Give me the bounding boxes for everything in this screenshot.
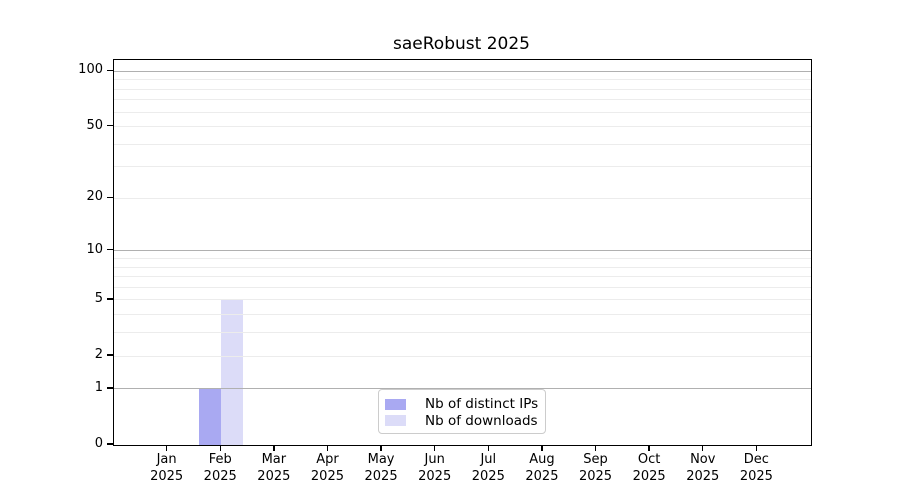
y-tick-label-100: 100 xyxy=(78,62,103,78)
y-tick-label-2: 2 xyxy=(94,347,103,363)
gridline-y-3 xyxy=(114,332,811,334)
legend-entry-downloads: Nb of downloads xyxy=(385,412,538,430)
y-tick-mark-2 xyxy=(107,354,113,356)
gridline-y-7 xyxy=(114,276,811,278)
gridline-y-100 xyxy=(114,70,811,72)
gridline-y-80 xyxy=(114,88,811,90)
x-tick-mark-sep xyxy=(594,445,597,452)
gridline-y-10 xyxy=(114,250,811,252)
legend-swatch-distinct-ips xyxy=(385,398,406,410)
gridline-y-9 xyxy=(114,258,811,259)
y-tick-mark-20 xyxy=(107,196,113,199)
legend-label-distinct-ips: Nb of distinct IPs xyxy=(425,396,539,413)
x-tick-label-apr: Apr 2025 xyxy=(310,452,344,484)
gridline-y-2 xyxy=(114,355,811,357)
y-tick-label-5: 5 xyxy=(94,290,103,306)
x-tick-label-aug: Aug 2025 xyxy=(525,452,559,484)
y-tick-mark-1 xyxy=(107,387,113,389)
x-tick-mark-mar xyxy=(273,445,275,452)
plot-area: Nb of distinct IPs Nb of downloads xyxy=(113,59,812,446)
x-tick-mark-feb xyxy=(219,445,221,452)
y-tick-mark-0 xyxy=(107,443,113,445)
x-tick-mark-may xyxy=(380,445,382,452)
gridline-y-40 xyxy=(114,143,811,145)
x-tick-mark-jul xyxy=(487,445,489,452)
y-tick-mark-5 xyxy=(107,298,113,300)
x-tick-mark-apr xyxy=(326,445,329,452)
x-tick-mark-oct xyxy=(648,445,650,452)
gridline-y-4 xyxy=(114,314,811,316)
gridline-y-5 xyxy=(114,299,811,301)
y-tick-mark-50 xyxy=(107,124,113,127)
x-tick-label-may: May 2025 xyxy=(364,452,398,484)
chart-title: saeRobust 2025 xyxy=(393,34,530,54)
y-tick-mark-100 xyxy=(107,69,113,71)
y-tick-mark-10 xyxy=(107,249,113,251)
x-tick-label-oct: Oct 2025 xyxy=(632,452,666,484)
gridline-y-30 xyxy=(114,166,811,168)
x-tick-mark-jun xyxy=(433,445,436,452)
gridline-y-1 xyxy=(114,388,811,390)
legend: Nb of distinct IPs Nb of downloads xyxy=(378,389,546,434)
x-tick-label-jul: Jul 2025 xyxy=(471,452,505,484)
x-tick-mark-dec xyxy=(755,445,758,452)
gridline-y-50 xyxy=(114,126,811,128)
gridline-y-6 xyxy=(114,286,811,288)
gridline-y-70 xyxy=(114,99,811,101)
x-tick-label-nov: Nov 2025 xyxy=(686,452,720,484)
x-tick-mark-aug xyxy=(541,445,543,452)
legend-swatch-downloads xyxy=(385,415,406,427)
x-tick-label-sep: Sep 2025 xyxy=(578,452,613,484)
y-tick-label-10: 10 xyxy=(86,241,103,257)
gridline-y-60 xyxy=(114,111,811,113)
x-tick-label-feb: Feb 2025 xyxy=(203,452,237,484)
bar-distinct-ips-feb xyxy=(199,388,222,445)
legend-label-downloads: Nb of downloads xyxy=(425,412,538,429)
gridline-y-20 xyxy=(114,197,811,199)
x-tick-mark-nov xyxy=(702,445,704,452)
legend-entry-distinct-ips: Nb of distinct IPs xyxy=(385,396,539,413)
x-tick-label-mar: Mar 2025 xyxy=(257,452,291,484)
gridline-y-8 xyxy=(114,266,811,268)
x-tick-label-dec: Dec 2025 xyxy=(739,452,773,484)
y-tick-label-20: 20 xyxy=(86,189,103,205)
y-tick-label-50: 50 xyxy=(86,117,103,133)
x-tick-label-jun: Jun 2025 xyxy=(418,452,452,484)
y-tick-label-1: 1 xyxy=(94,379,103,395)
x-tick-label-jan: Jan 2025 xyxy=(150,452,184,484)
gridline-y-90 xyxy=(114,79,811,81)
y-tick-label-0: 0 xyxy=(94,436,103,451)
bar-downloads-feb xyxy=(221,299,244,445)
x-tick-mark-jan xyxy=(165,445,168,452)
